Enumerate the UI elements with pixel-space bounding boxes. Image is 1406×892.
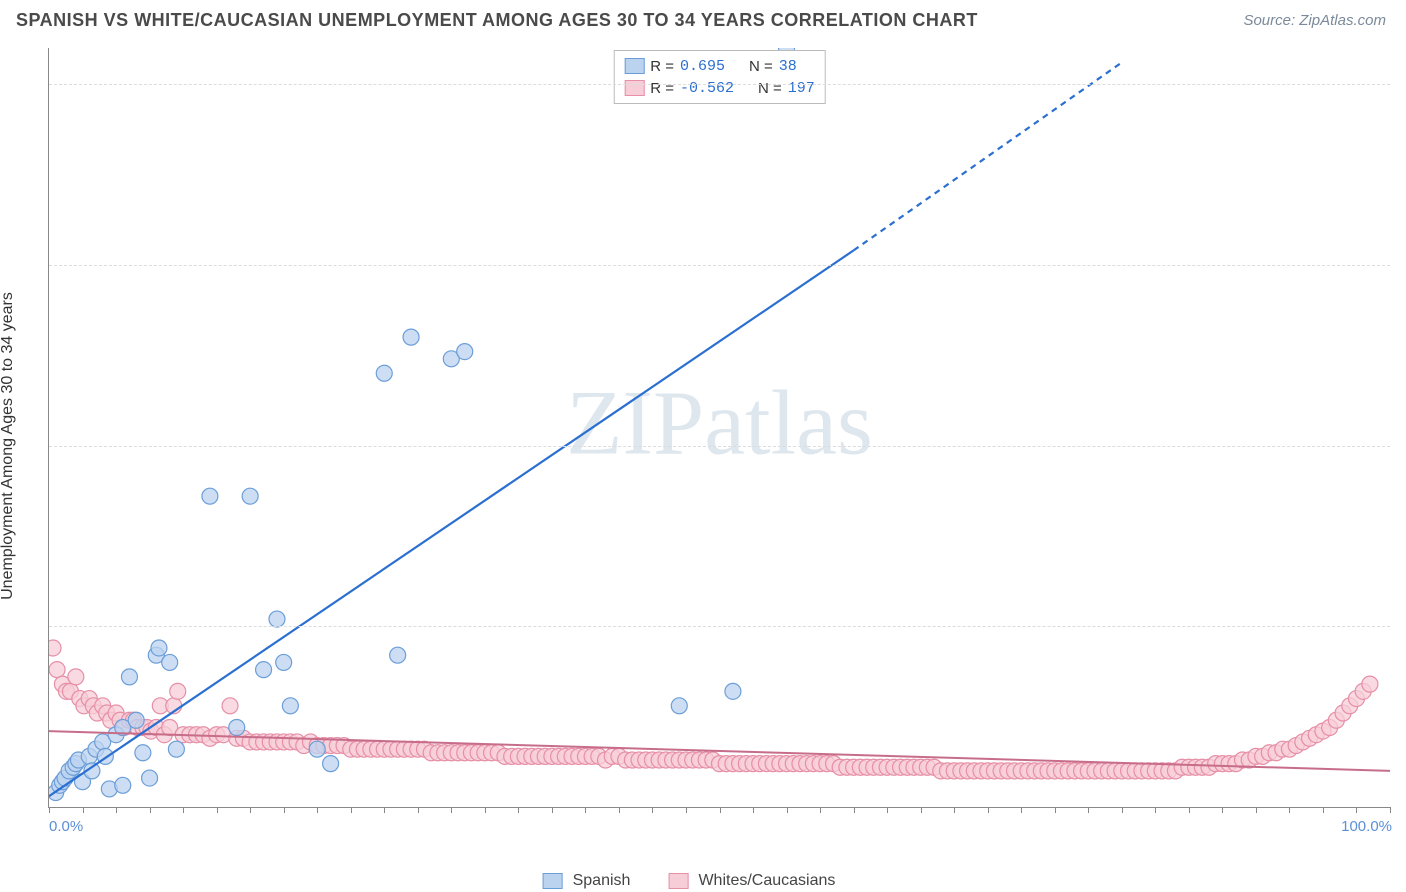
legend-n-value: 38 bbox=[779, 58, 797, 75]
x-minor-tick bbox=[1222, 807, 1223, 813]
legend-swatch bbox=[543, 873, 563, 889]
legend-r-label: R = bbox=[650, 58, 674, 75]
x-minor-tick bbox=[753, 807, 754, 813]
x-minor-tick bbox=[1390, 807, 1391, 813]
y-tick-label: 75.0% bbox=[1400, 256, 1406, 273]
legend-row: R = 0.695 N = 38 bbox=[624, 55, 815, 77]
x-minor-tick bbox=[116, 807, 117, 813]
series-legend: Spanish Whites/Caucasians bbox=[543, 872, 864, 890]
grid-line bbox=[49, 626, 1390, 627]
x-minor-tick bbox=[988, 807, 989, 813]
legend-n-label: N = bbox=[749, 58, 773, 75]
x-minor-tick bbox=[652, 807, 653, 813]
legend-r-label: R = bbox=[650, 80, 674, 97]
x-minor-tick bbox=[820, 807, 821, 813]
x-minor-tick bbox=[787, 807, 788, 813]
grid-line bbox=[49, 84, 1390, 85]
legend-r-value: -0.562 bbox=[680, 80, 734, 97]
x-minor-tick bbox=[1323, 807, 1324, 813]
x-minor-tick bbox=[351, 807, 352, 813]
y-axis-label: Unemployment Among Ages 30 to 34 years bbox=[0, 292, 17, 600]
x-minor-tick bbox=[1256, 807, 1257, 813]
x-minor-tick bbox=[418, 807, 419, 813]
legend-n-value: 197 bbox=[788, 80, 815, 97]
x-minor-tick bbox=[518, 807, 519, 813]
x-minor-tick bbox=[183, 807, 184, 813]
x-minor-tick bbox=[1155, 807, 1156, 813]
legend-swatch bbox=[624, 80, 644, 96]
x-minor-tick bbox=[317, 807, 318, 813]
x-minor-tick bbox=[485, 807, 486, 813]
x-minor-tick bbox=[854, 807, 855, 813]
x-tick-label: 0.0% bbox=[49, 818, 83, 835]
x-minor-tick bbox=[1289, 807, 1290, 813]
x-minor-tick bbox=[83, 807, 84, 813]
x-minor-tick bbox=[552, 807, 553, 813]
x-minor-tick bbox=[619, 807, 620, 813]
grid-line bbox=[49, 265, 1390, 266]
correlation-legend: R = 0.695 N = 38 R = -0.562 N = 197 bbox=[613, 50, 826, 104]
legend-n-label: N = bbox=[758, 80, 782, 97]
source-label: Source: ZipAtlas.com bbox=[1243, 12, 1386, 29]
legend-r-value: 0.695 bbox=[680, 58, 725, 75]
legend-swatch bbox=[668, 873, 688, 889]
x-minor-tick bbox=[384, 807, 385, 813]
chart-area: ZIPatlas R = 0.695 N = 38 R = -0.562 N =… bbox=[48, 48, 1390, 808]
legend-swatch bbox=[624, 58, 644, 74]
grid-line bbox=[49, 446, 1390, 447]
chart-title: SPANISH VS WHITE/CAUCASIAN UNEMPLOYMENT … bbox=[16, 10, 978, 31]
x-tick-label: 100.0% bbox=[1341, 818, 1392, 835]
x-minor-tick bbox=[451, 807, 452, 813]
legend-series-label: Spanish bbox=[573, 872, 631, 890]
x-minor-tick bbox=[49, 807, 50, 813]
x-minor-tick bbox=[887, 807, 888, 813]
x-minor-tick bbox=[1122, 807, 1123, 813]
x-minor-tick bbox=[921, 807, 922, 813]
x-minor-tick bbox=[954, 807, 955, 813]
chart-header: SPANISH VS WHITE/CAUCASIAN UNEMPLOYMENT … bbox=[0, 0, 1406, 37]
x-minor-tick bbox=[585, 807, 586, 813]
x-minor-tick bbox=[1189, 807, 1190, 813]
y-tick-label: 50.0% bbox=[1400, 437, 1406, 454]
x-minor-tick bbox=[217, 807, 218, 813]
x-minor-tick bbox=[1055, 807, 1056, 813]
legend-row: R = -0.562 N = 197 bbox=[624, 77, 815, 99]
legend-series-label: Whites/Caucasians bbox=[698, 872, 835, 890]
x-minor-tick bbox=[1088, 807, 1089, 813]
x-minor-tick bbox=[720, 807, 721, 813]
y-tick-label: 25.0% bbox=[1400, 618, 1406, 635]
x-minor-tick bbox=[1356, 807, 1357, 813]
x-minor-tick bbox=[150, 807, 151, 813]
x-minor-tick bbox=[1021, 807, 1022, 813]
y-tick-label: 100.0% bbox=[1400, 76, 1406, 93]
x-minor-tick bbox=[284, 807, 285, 813]
scatter-plot-svg bbox=[49, 48, 1390, 807]
x-minor-tick bbox=[250, 807, 251, 813]
x-minor-tick bbox=[686, 807, 687, 813]
